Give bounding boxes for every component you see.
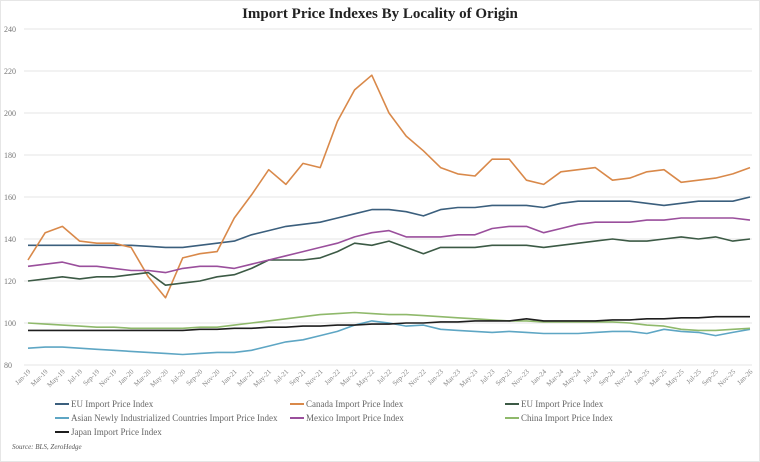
series-line-1 xyxy=(27,74,751,299)
legend-label: China Import Price Index xyxy=(521,413,613,423)
y-tick-label: 120 xyxy=(4,277,16,286)
legend-swatch xyxy=(55,417,69,419)
legend-swatch xyxy=(505,403,519,405)
x-tick-label: May-24 xyxy=(561,367,583,389)
legend-swatch xyxy=(290,403,304,405)
y-tick-label: 180 xyxy=(4,151,16,160)
x-tick-label: Nov-24 xyxy=(613,367,634,388)
legend-item: Canada Import Price Index xyxy=(290,399,403,409)
y-tick-label: 160 xyxy=(4,193,16,202)
y-tick-label: 200 xyxy=(4,109,16,118)
legend-swatch xyxy=(55,431,69,433)
y-tick-label: 140 xyxy=(4,235,16,244)
x-tick-label: Nov-23 xyxy=(510,367,531,388)
legend-label: Asian Newly Industrialized Countries Imp… xyxy=(71,413,278,423)
y-tick-label: 220 xyxy=(4,67,16,76)
legend-swatch xyxy=(505,417,519,419)
x-tick-label: Jan-26 xyxy=(736,367,755,386)
x-tick-label: May-23 xyxy=(458,367,480,389)
series-line-6 xyxy=(28,315,750,332)
x-tick-label: May-19 xyxy=(45,367,67,389)
y-tick-label: 240 xyxy=(4,25,16,34)
x-tick-label: Nov-20 xyxy=(201,367,222,388)
x-tick-label: May-20 xyxy=(149,367,171,389)
legend-item: Japan Import Price Index xyxy=(55,427,162,437)
legend-swatch xyxy=(290,417,304,419)
source-note: Source: BLS, ZeroHedge xyxy=(12,443,82,451)
legend-swatch xyxy=(55,403,69,405)
legend-item: EU Import Price Index xyxy=(55,399,153,409)
x-tick-label: Nov-19 xyxy=(98,367,119,388)
x-tick-label: May-22 xyxy=(355,367,377,389)
legend-item: EU Import Price Index xyxy=(505,399,603,409)
x-tick-label: May-21 xyxy=(252,367,274,389)
x-tick-label: Nov-25 xyxy=(716,367,737,388)
legend-item: Mexico Import Price Index xyxy=(290,413,404,423)
legend-item: Asian Newly Industrialized Countries Imp… xyxy=(55,413,277,423)
legend-item: China Import Price Index xyxy=(505,413,613,423)
x-tick-label: Nov-22 xyxy=(407,367,428,388)
chart-title: Import Price Indexes By Locality of Orig… xyxy=(242,6,518,22)
series-line-2 xyxy=(27,236,751,286)
series-line-4 xyxy=(27,217,751,274)
y-tick-label: 100 xyxy=(4,319,16,328)
x-tick-label: May-25 xyxy=(664,367,686,389)
legend-label: Mexico Import Price Index xyxy=(306,413,404,423)
x-tick-label: Nov-21 xyxy=(304,367,325,388)
legend-label: EU Import Price Index xyxy=(521,399,604,409)
series-line-5 xyxy=(27,311,751,332)
series-line-3 xyxy=(27,320,751,356)
y-tick-label: 80 xyxy=(4,361,12,370)
legend-label: Japan Import Price Index xyxy=(71,427,162,437)
legend-label: EU Import Price Index xyxy=(71,399,154,409)
series-line-0 xyxy=(28,196,751,249)
legend-label: Canada Import Price Index xyxy=(306,399,404,409)
